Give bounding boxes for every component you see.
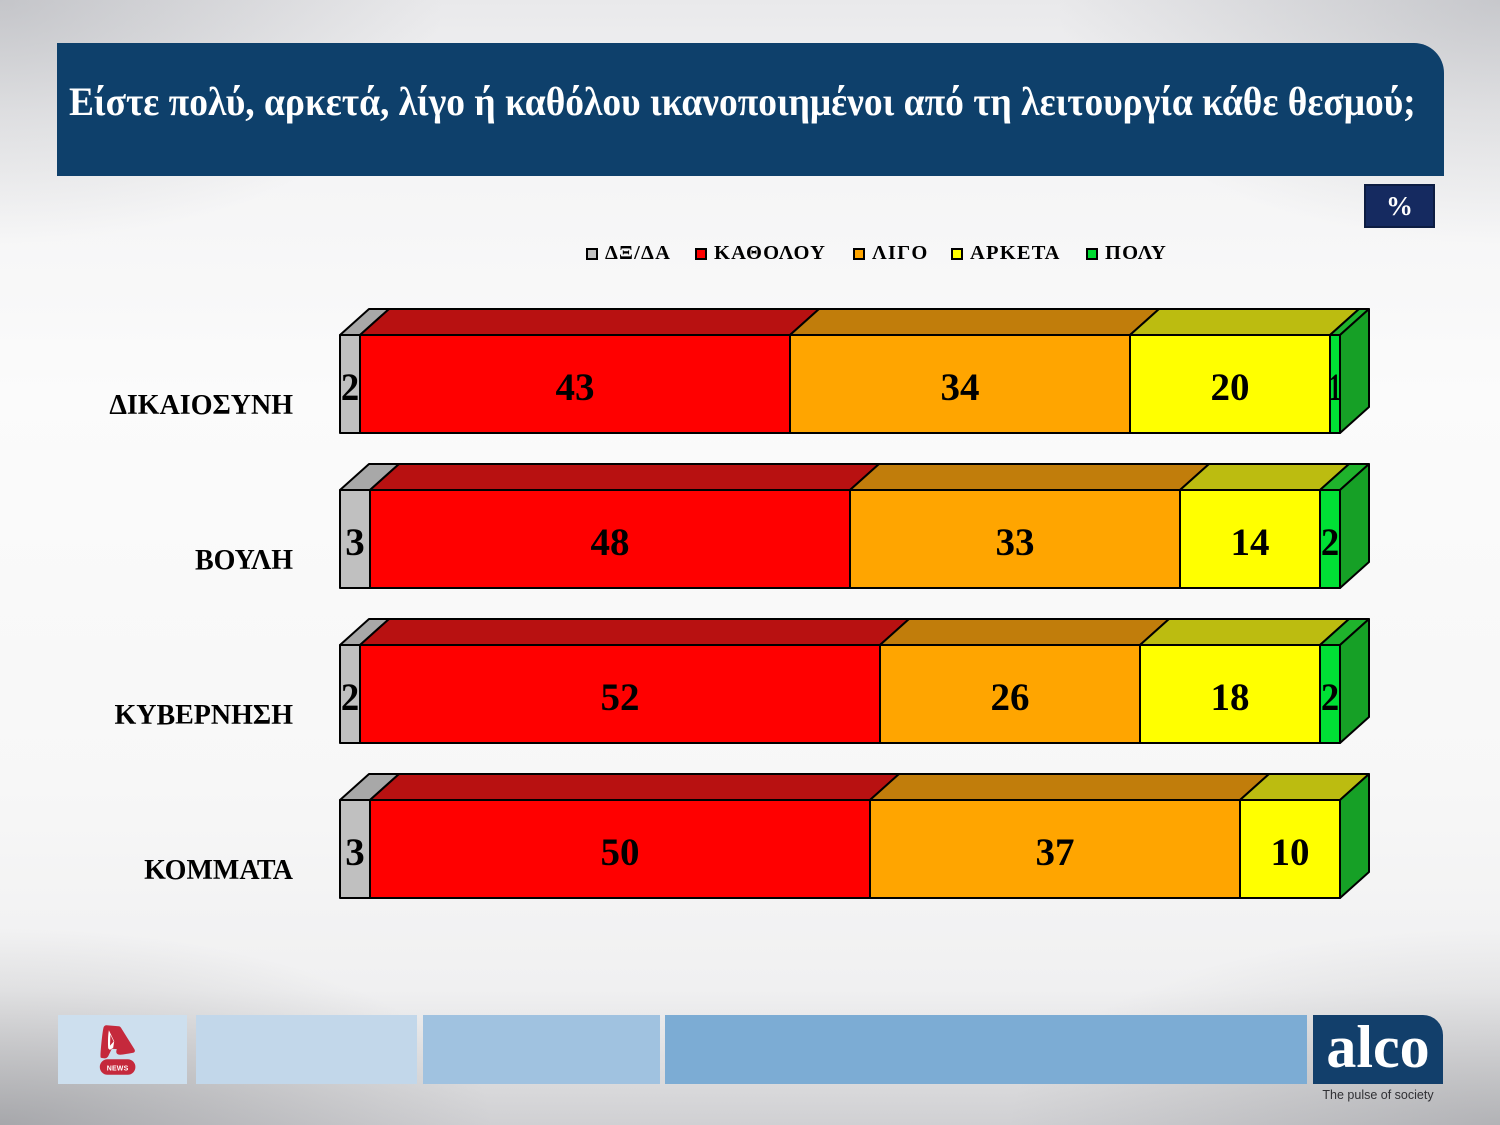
svg-text:2: 2 bbox=[1321, 676, 1339, 719]
svg-text:18: 18 bbox=[1211, 676, 1250, 719]
svg-text:2: 2 bbox=[341, 366, 359, 409]
svg-text:20: 20 bbox=[1211, 366, 1250, 409]
svg-text:1: 1 bbox=[1329, 365, 1341, 409]
svg-text:14: 14 bbox=[1231, 521, 1270, 564]
svg-text:3: 3 bbox=[345, 831, 365, 874]
svg-text:3: 3 bbox=[345, 521, 365, 564]
svg-text:48: 48 bbox=[591, 521, 630, 564]
svg-text:34: 34 bbox=[941, 366, 980, 409]
svg-text:37: 37 bbox=[1036, 831, 1075, 874]
svg-text:50: 50 bbox=[601, 831, 640, 874]
svg-text:33: 33 bbox=[996, 521, 1035, 564]
svg-text:ΒΟΥΛΗ: ΒΟΥΛΗ bbox=[195, 545, 293, 576]
svg-text:ΔΙΚΑΙΟΣΥΝΗ: ΔΙΚΑΙΟΣΥΝΗ bbox=[109, 390, 293, 421]
svg-text:ΚΥΒΕΡΝΗΣΗ: ΚΥΒΕΡΝΗΣΗ bbox=[114, 700, 293, 731]
svg-text:43: 43 bbox=[556, 366, 595, 409]
svg-text:26: 26 bbox=[991, 676, 1030, 719]
svg-text:ΚΟΜΜΑΤΑ: ΚΟΜΜΑΤΑ bbox=[144, 855, 294, 886]
svg-text:2: 2 bbox=[1321, 521, 1339, 564]
svg-text:52: 52 bbox=[601, 676, 640, 719]
svg-text:10: 10 bbox=[1271, 831, 1310, 874]
svg-text:2: 2 bbox=[341, 676, 359, 719]
svg-text:NEWS: NEWS bbox=[107, 1066, 129, 1073]
